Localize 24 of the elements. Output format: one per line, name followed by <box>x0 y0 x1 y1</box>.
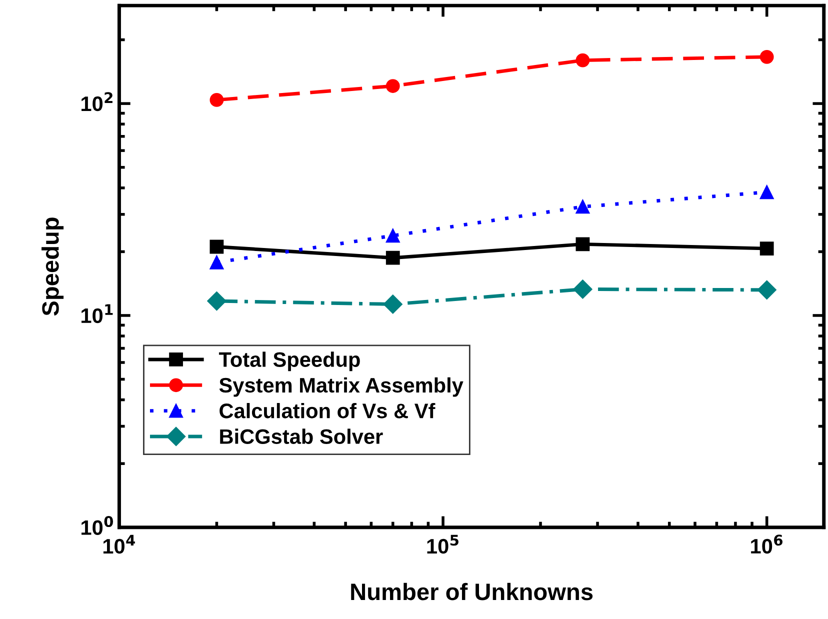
y-tick-label: 10$^{0}$ <box>82 516 114 535</box>
x-tick-label: 10$^{6}$ <box>751 534 782 554</box>
point <box>207 291 226 311</box>
point <box>760 242 774 256</box>
legend-label: Total Speedup <box>218 352 360 372</box>
point <box>576 53 590 68</box>
point <box>757 280 776 300</box>
point <box>576 237 590 252</box>
legend-label: BiCGstab Solver <box>220 428 383 444</box>
point <box>760 185 774 200</box>
x-tick-label: 10$^{4}$ <box>103 534 135 554</box>
point <box>210 93 224 107</box>
y-tick-label: 10$^{1}$ <box>82 304 113 324</box>
point <box>760 50 774 64</box>
y-tick-label: 10$^{2}$ <box>82 92 112 112</box>
point <box>210 240 224 254</box>
legend-label: Calculation of Vs & Vf <box>220 403 436 418</box>
point <box>210 255 224 270</box>
x-tick-label: 10$^{5}$ <box>427 534 458 554</box>
legend-label: System Matrix Assembly <box>219 377 464 397</box>
point <box>573 280 592 299</box>
point <box>576 200 590 214</box>
y-axis-title: Speedup <box>42 218 64 316</box>
x-axis-title: Number of Unknowns <box>351 582 593 600</box>
